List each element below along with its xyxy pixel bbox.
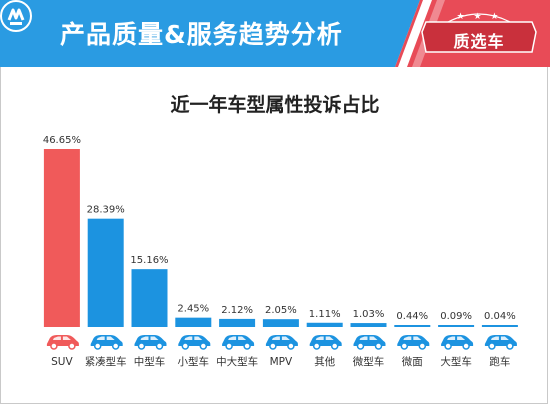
category-label-1: 紧凑型车 (85, 355, 127, 368)
value-label-7: 1.03% (353, 309, 385, 320)
badge-label: 质选车 (453, 32, 505, 51)
car-icon-3 (178, 335, 211, 350)
bar-8 (394, 325, 431, 327)
bar-5 (262, 319, 299, 327)
category-label-3: 小型车 (178, 355, 210, 368)
category-label-8: 微面 (402, 355, 423, 368)
header-banner: 产品质量&服务趋势分析 ★ ★ ★ 质选车 (0, 0, 550, 67)
car-icon-5 (265, 335, 298, 350)
category-label-9: 大型车 (440, 355, 472, 368)
header-blue-band (0, 0, 420, 67)
car-icon-10 (484, 335, 517, 350)
bar-0 (43, 149, 80, 327)
car-icon-4 (222, 335, 255, 350)
value-label-9: 0.09% (440, 311, 472, 322)
badge-stars: ★ ★ ★ (456, 12, 502, 22)
category-label-0: SUV (51, 356, 73, 368)
value-label-10: 0.04% (484, 311, 516, 322)
car-icon-2 (134, 335, 167, 350)
bar-1 (87, 218, 124, 327)
value-label-1: 28.39% (87, 205, 125, 216)
car-icon-0 (46, 335, 79, 350)
car-icon-7 (353, 335, 386, 350)
value-label-6: 1.11% (309, 309, 341, 320)
quality-badge: ★ ★ ★ 质选车 (418, 8, 540, 58)
bar-7 (350, 323, 387, 327)
bar-2 (131, 269, 168, 327)
value-label-2: 15.16% (130, 255, 168, 266)
bar-10 (481, 325, 518, 327)
header-divider-stripe (398, 0, 432, 67)
value-label-0: 46.65% (43, 135, 81, 146)
category-label-6: 其他 (314, 355, 335, 368)
page-title: 产品质量&服务趋势分析 (60, 20, 343, 49)
value-label-3: 2.45% (177, 304, 209, 315)
category-label-7: 微型车 (353, 355, 385, 368)
car-icon-6 (309, 335, 342, 350)
category-label-5: MPV (270, 356, 293, 368)
category-label-4: 中大型车 (216, 355, 258, 368)
category-label-10: 跑车 (489, 355, 510, 368)
bar-9 (438, 325, 475, 327)
car-icon-1 (90, 335, 123, 350)
value-label-4: 2.12% (221, 305, 253, 316)
bar-6 (306, 322, 343, 327)
value-label-5: 2.05% (265, 305, 297, 316)
chart-title: 近一年车型属性投诉占比 (170, 94, 380, 116)
bar-4 (219, 318, 256, 327)
badge-shape (421, 13, 537, 53)
brand-logo-icon (0, 0, 32, 32)
category-label-2: 中型车 (134, 355, 166, 368)
car-icon-9 (441, 335, 474, 350)
value-label-8: 0.44% (396, 311, 428, 322)
car-icon-8 (397, 335, 430, 350)
bar-3 (175, 317, 212, 327)
